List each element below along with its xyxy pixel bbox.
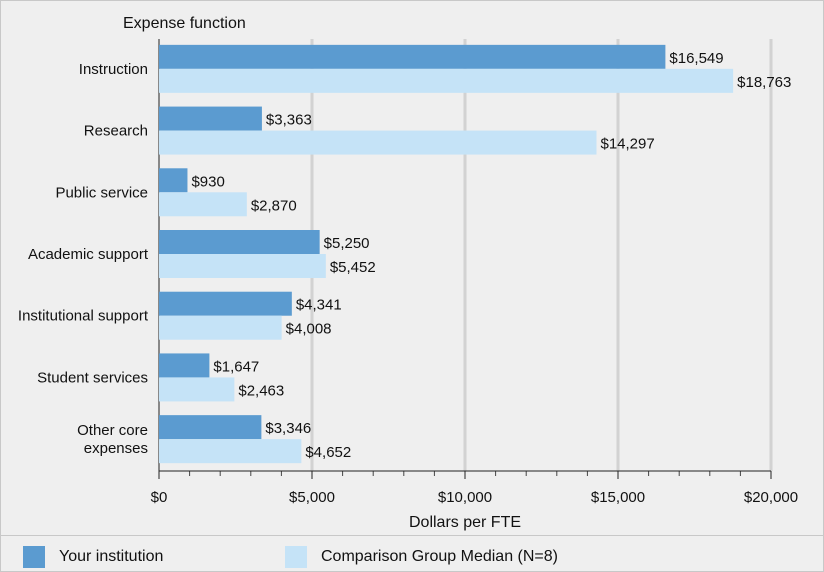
bar-your-institution [159,168,188,193]
category-label: Public service [55,184,148,201]
bar-comparison-median [159,130,597,155]
data-label: $18,763 [737,74,791,91]
data-label: $16,549 [669,50,723,67]
category-label: Instruction [79,61,148,78]
bar-your-institution [159,415,262,440]
x-tick-label: $10,000 [438,489,492,506]
x-tick-label: $20,000 [744,489,798,506]
x-tick-label: $15,000 [591,489,645,506]
legend-label-comparison-median: Comparison Group Median (N=8) [321,548,558,565]
x-tick-label: $0 [151,489,168,506]
data-label: $3,363 [266,112,312,129]
bar-comparison-median [159,68,734,93]
category-label: expenses [84,440,148,457]
legend-label-your-institution: Your institution [59,548,164,565]
x-axis-label: Dollars per FTE [409,514,521,531]
category-label: Student services [37,369,148,386]
bar-your-institution [159,230,320,254]
bar-your-institution [159,44,666,69]
bar-comparison-median [159,377,235,402]
legend-item-comparison-median: Comparison Group Median (N=8) [285,546,558,568]
legend-swatch-your-institution [23,546,45,568]
data-label: $5,250 [324,235,370,252]
data-label: $4,652 [305,444,351,461]
chart-title: Expense function [123,15,246,32]
legend-item-your-institution: Your institution [23,546,163,568]
bar-your-institution [159,106,262,131]
data-label: $5,452 [330,259,376,276]
bar-chart: $0 $5,000 $10,000 $15,000 $20,000 Expense fun… [18,15,798,531]
legend: Your institution Comparison Group Median… [1,535,823,572]
bar-your-institution [159,291,292,316]
category-label: Academic support [28,246,149,263]
data-label: $4,008 [286,321,332,338]
category-label: Research [84,123,148,140]
bar-comparison-median [159,315,282,340]
bar-comparison-median [159,192,247,217]
bar-comparison-median [159,439,302,464]
x-tick-label: $5,000 [289,489,335,506]
bar-comparison-median [159,254,326,278]
data-label: $2,870 [251,197,297,214]
data-label: $4,341 [296,297,342,314]
data-label: $14,297 [600,136,654,153]
category-label: Institutional support [18,308,149,325]
data-label: $3,346 [265,420,311,437]
data-label: $2,463 [238,382,284,399]
data-label: $930 [191,173,224,190]
data-label: $1,647 [213,358,259,375]
legend-swatch-comparison-median [285,546,307,568]
bar-your-institution [159,353,210,378]
category-label: Other core [77,422,148,439]
